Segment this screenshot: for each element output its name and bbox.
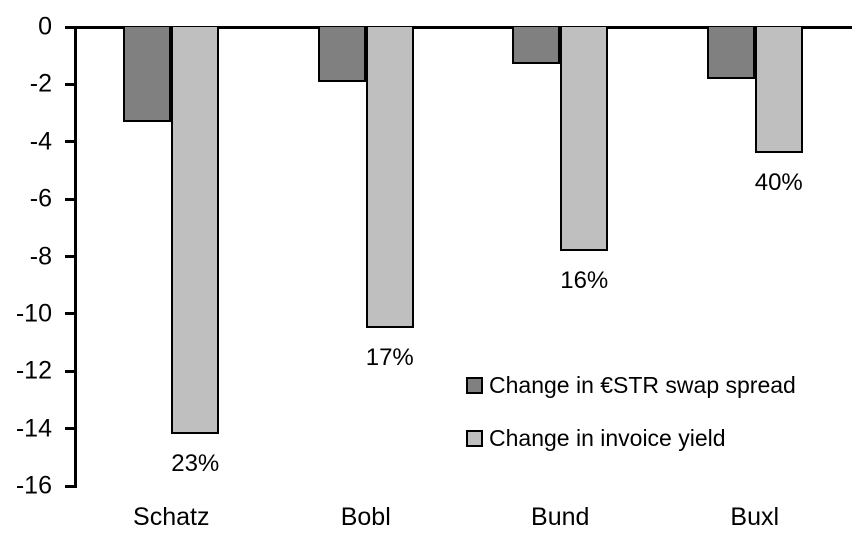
data-label-bobl: 17% [365,344,414,372]
y-tick--6 [65,197,74,201]
bar-bobl-invoice-yield [365,27,414,329]
y-tick--16 [65,484,74,488]
x-label-bund: Bund [531,503,590,531]
x-axis-zero-line [74,25,852,29]
y-tick-label-0: 0 [38,12,52,41]
data-label-bund: 16% [560,266,609,294]
y-tick--8 [65,255,74,258]
bar-buxl-invoice-yield [754,27,803,154]
bar-bund-invoice-yield [560,27,609,251]
y-tick--12 [65,369,74,373]
y-tick-0 [65,25,74,29]
legend-item-swap-spread: Change in €STR swap spread [466,371,796,398]
legend-label-swap-spread: Change in €STR swap spread [489,371,796,398]
bar-schatz-swap-spread [123,27,172,122]
y-tick-label--12: -12 [15,356,52,385]
bar-buxl-swap-spread [706,27,755,79]
y-tick-label--14: -14 [15,414,52,443]
legend-swatch-invoice-yield [466,429,483,447]
y-tick-label--8: -8 [29,242,52,270]
y-tick-label--2: -2 [29,69,52,98]
legend-swatch-swap-spread [466,376,483,394]
data-label-buxl: 40% [754,169,803,197]
legend-item-invoice-yield: Change in invoice yield [466,424,796,451]
y-tick--14 [65,427,74,431]
legend: Change in €STR swap spread Change in inv… [466,371,796,482]
y-tick--10 [65,312,74,316]
y-tick-label--6: -6 [29,184,52,213]
y-tick--2 [65,82,74,86]
legend-label-invoice-yield: Change in invoice yield [489,424,726,451]
y-tick--4 [65,140,74,144]
x-label-bobl: Bobl [340,503,391,531]
x-label-schatz: Schatz [133,503,210,531]
data-label-schatz: 23% [171,450,220,478]
y-tick-label--4: -4 [29,127,52,156]
bar-bund-swap-spread [512,27,561,65]
x-label-buxl: Buxl [730,503,780,531]
bar-schatz-invoice-yield [171,27,220,435]
y-tick-label--16: -16 [15,471,52,500]
y-tick-label--10: -10 [15,299,52,328]
y-axis-line [74,25,77,488]
bar-bobl-swap-spread [317,27,366,82]
